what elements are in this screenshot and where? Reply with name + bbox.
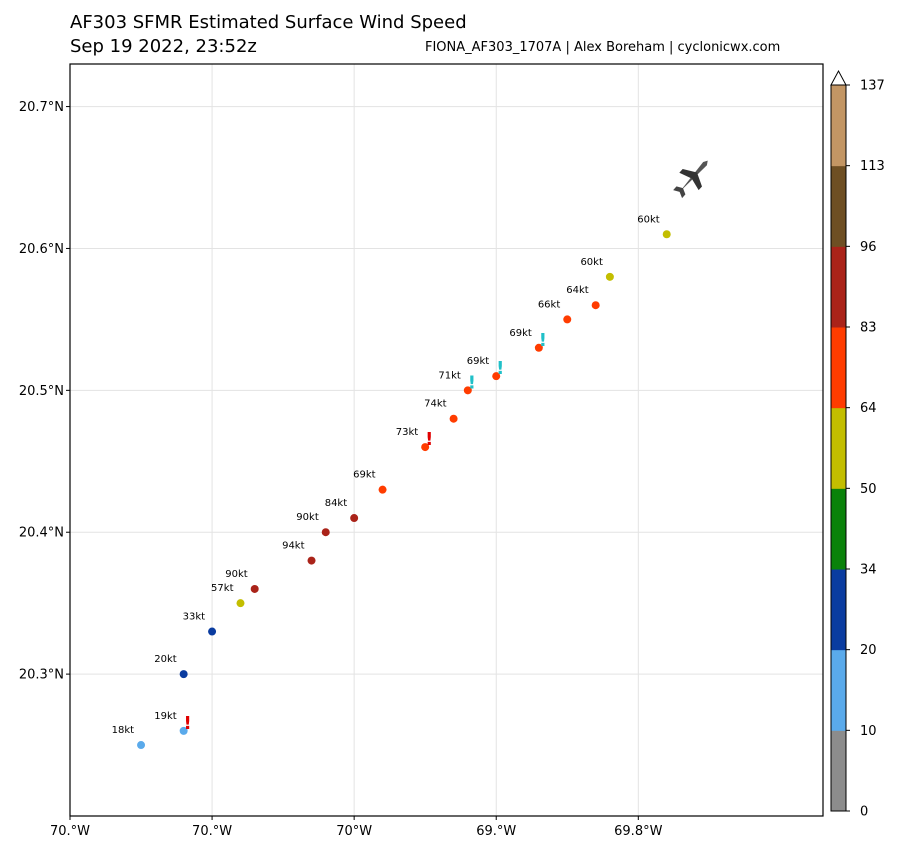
colorbar-tick-label: 137 bbox=[860, 79, 885, 94]
colorbar-tick-label: 96 bbox=[860, 240, 877, 255]
colorbar-tick-label: 34 bbox=[860, 563, 877, 578]
colorbar-frame bbox=[830, 84, 847, 812]
wind-label: 57kt bbox=[211, 583, 234, 594]
wind-point bbox=[492, 372, 501, 381]
wind-label: 66kt bbox=[538, 299, 561, 310]
colorbar-tick-label: 50 bbox=[860, 482, 877, 497]
aircraft-tail bbox=[673, 186, 686, 199]
colorbar-segment bbox=[831, 246, 846, 328]
wind-label: 94kt bbox=[282, 541, 305, 552]
chart-title: AF303 SFMR Estimated Surface Wind Speed bbox=[70, 12, 467, 33]
y-tick-label: 20.7°N bbox=[19, 100, 64, 115]
x-tick-label: 69.°W bbox=[476, 824, 516, 839]
wind-label: 19kt bbox=[154, 711, 177, 722]
wind-point bbox=[591, 301, 600, 310]
aircraft-icon bbox=[673, 160, 708, 199]
x-tick-label: 69.8°W bbox=[614, 824, 662, 839]
wind-label: 90kt bbox=[225, 569, 248, 580]
wind-label: 60kt bbox=[580, 257, 603, 268]
track-points: 18kt 19kt ! 20kt 33kt 57kt 90kt 94kt 90kt 84kt 69k… bbox=[112, 214, 671, 750]
wind-point bbox=[350, 514, 359, 523]
colorbar-segment bbox=[831, 569, 846, 651]
wind-point bbox=[307, 556, 316, 565]
colorbar-segment bbox=[831, 488, 846, 570]
wind-point bbox=[449, 414, 458, 423]
x-tick-label: 70.°W bbox=[192, 824, 232, 839]
credit-line: FIONA_AF303_1707A | Alex Boreham | cyclo… bbox=[425, 40, 781, 55]
colorbar-segment bbox=[831, 649, 846, 731]
plot-frame bbox=[69, 63, 824, 817]
wind-point bbox=[421, 443, 430, 452]
colorbar-tick-label: 0 bbox=[860, 805, 868, 820]
wind-point bbox=[137, 741, 146, 750]
wind-point bbox=[321, 528, 330, 537]
wind-point bbox=[534, 343, 543, 352]
wind-label: 69kt bbox=[509, 328, 532, 339]
y-tick-label: 20.6°N bbox=[19, 242, 64, 257]
y-axis: 20.3°N 20.4°N 20.5°N 20.6°N 20.7°N bbox=[19, 100, 70, 683]
wind-label: 20kt bbox=[154, 654, 177, 665]
colorbar-segment bbox=[831, 165, 846, 247]
wind-point bbox=[236, 599, 245, 608]
wind-point bbox=[179, 670, 188, 679]
y-tick-label: 20.5°N bbox=[19, 384, 64, 399]
chart-subtitle: Sep 19 2022, 23:52z bbox=[70, 36, 257, 57]
flag-mark: ! bbox=[539, 330, 547, 351]
wind-label: 18kt bbox=[112, 725, 135, 736]
wind-label: 33kt bbox=[183, 612, 206, 623]
wind-label: 84kt bbox=[325, 498, 348, 509]
flag-mark: ! bbox=[468, 372, 476, 393]
y-tick-label: 20.3°N bbox=[19, 668, 64, 683]
wind-label: 69kt bbox=[353, 470, 376, 481]
x-axis: 70.°W 70.°W 70°W 69.°W 69.8°W bbox=[50, 816, 663, 839]
wind-point bbox=[662, 230, 671, 239]
wind-label: 74kt bbox=[424, 399, 447, 410]
wind-point bbox=[208, 627, 217, 636]
wind-label: 60kt bbox=[637, 214, 660, 225]
colorbar-tick-label: 10 bbox=[860, 724, 877, 739]
colorbar: 0 10 20 34 50 64 83 96 113 137 bbox=[830, 69, 885, 820]
colorbar-tick-label: 20 bbox=[860, 643, 877, 658]
wind-label: 71kt bbox=[438, 370, 461, 381]
colorbar-segment bbox=[831, 407, 846, 489]
wind-point bbox=[463, 386, 472, 395]
colorbar-segment bbox=[831, 327, 846, 409]
colorbar-segment bbox=[831, 730, 846, 812]
aircraft-wings bbox=[679, 169, 702, 191]
flag-mark: ! bbox=[425, 429, 433, 450]
colorbar-tick-label: 83 bbox=[860, 321, 877, 336]
colorbar-extend-arrow bbox=[830, 69, 847, 86]
wind-point bbox=[250, 584, 259, 593]
flag-mark: ! bbox=[496, 358, 504, 379]
wind-label: 69kt bbox=[467, 356, 490, 367]
wind-point bbox=[179, 726, 188, 735]
wind-point bbox=[605, 272, 614, 281]
colorbar-tick-label: 113 bbox=[860, 159, 885, 174]
wind-label: 73kt bbox=[396, 427, 419, 438]
flag-mark: ! bbox=[184, 713, 192, 734]
wind-point bbox=[378, 485, 387, 494]
y-tick-label: 20.4°N bbox=[19, 526, 64, 541]
wind-label: 90kt bbox=[296, 512, 319, 523]
x-tick-label: 70.°W bbox=[50, 824, 90, 839]
grid bbox=[69, 64, 823, 816]
x-tick-label: 70°W bbox=[336, 824, 372, 839]
colorbar-segment bbox=[831, 85, 846, 167]
wind-label: 64kt bbox=[566, 285, 589, 296]
wind-point bbox=[563, 315, 572, 324]
colorbar-tick-label: 64 bbox=[860, 401, 877, 416]
